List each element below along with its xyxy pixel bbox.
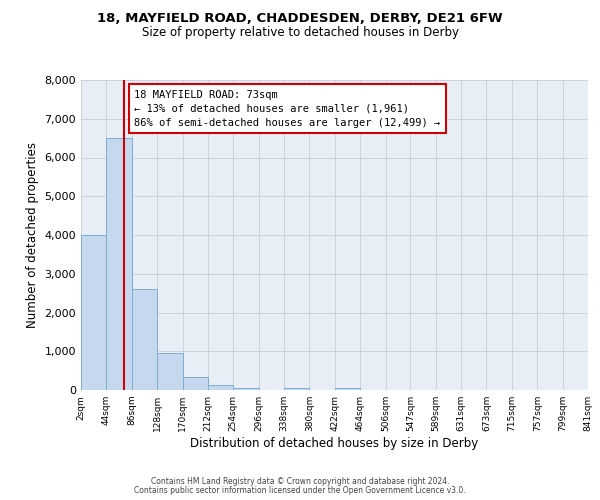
- Text: Size of property relative to detached houses in Derby: Size of property relative to detached ho…: [142, 26, 458, 39]
- Text: Contains HM Land Registry data © Crown copyright and database right 2024.: Contains HM Land Registry data © Crown c…: [151, 477, 449, 486]
- Text: 18, MAYFIELD ROAD, CHADDESDEN, DERBY, DE21 6FW: 18, MAYFIELD ROAD, CHADDESDEN, DERBY, DE…: [97, 12, 503, 26]
- Bar: [208, 386, 233, 390]
- Bar: [335, 388, 360, 390]
- Bar: [284, 388, 310, 390]
- Y-axis label: Number of detached properties: Number of detached properties: [26, 142, 39, 328]
- Bar: [157, 353, 182, 390]
- Text: 18 MAYFIELD ROAD: 73sqm
← 13% of detached houses are smaller (1,961)
86% of semi: 18 MAYFIELD ROAD: 73sqm ← 13% of detache…: [134, 90, 440, 128]
- Bar: [106, 138, 132, 390]
- Bar: [132, 289, 157, 390]
- X-axis label: Distribution of detached houses by size in Derby: Distribution of detached houses by size …: [190, 437, 479, 450]
- Bar: [182, 377, 208, 390]
- Bar: [233, 388, 259, 390]
- Bar: [81, 235, 106, 390]
- Text: Contains public sector information licensed under the Open Government Licence v3: Contains public sector information licen…: [134, 486, 466, 495]
